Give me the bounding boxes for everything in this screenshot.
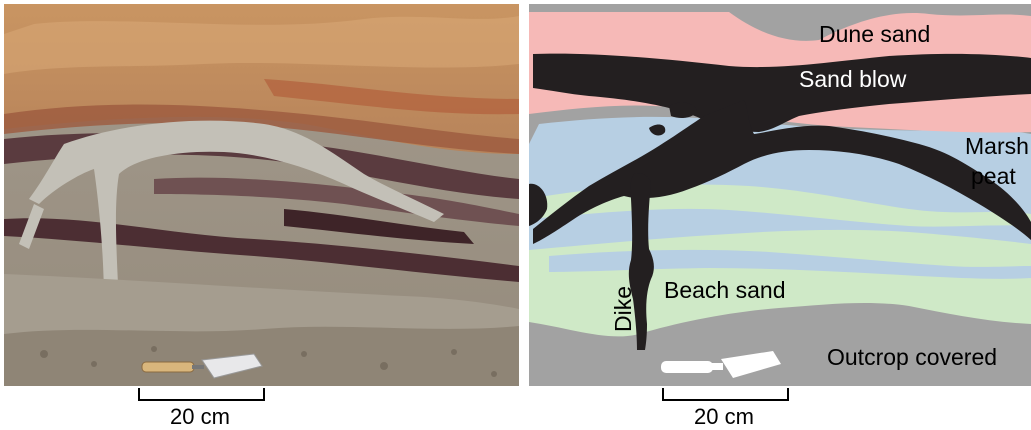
stratigraphy-diagram-svg: Dune sand Sand blow Marsh peat Beach san… (529, 4, 1031, 386)
outcrop-photo-image (4, 4, 519, 386)
label-dune-sand: Dune sand (819, 21, 930, 47)
left-dike (529, 183, 548, 226)
marsh-peat-lens (549, 249, 1031, 279)
photo-scale-label: 20 cm (170, 404, 230, 429)
stratigraphy-diagram: Dune sand Sand blow Marsh peat Beach san… (529, 4, 1031, 386)
diagram-scale-label: 20 cm (694, 404, 754, 429)
sand-blow (533, 53, 1031, 133)
trowel-icon (661, 351, 781, 378)
photo-scale-bar-line (138, 388, 265, 401)
label-marsh-peat-line2: peat (971, 163, 1016, 189)
label-outcrop-covered: Outcrop covered (827, 344, 997, 370)
dike (628, 173, 654, 350)
diagram-scale-bar-line (662, 388, 789, 401)
sand-blow-branch (533, 100, 1031, 244)
label-marsh-peat-line1: Marsh (965, 133, 1029, 159)
outcrop-photo (4, 4, 519, 386)
sand-blow-blob (669, 102, 697, 118)
label-sand-blow: Sand blow (799, 66, 907, 92)
sand-blow-blob-small (649, 124, 666, 136)
label-dike: Dike (610, 286, 636, 332)
label-beach-sand: Beach sand (664, 277, 785, 303)
